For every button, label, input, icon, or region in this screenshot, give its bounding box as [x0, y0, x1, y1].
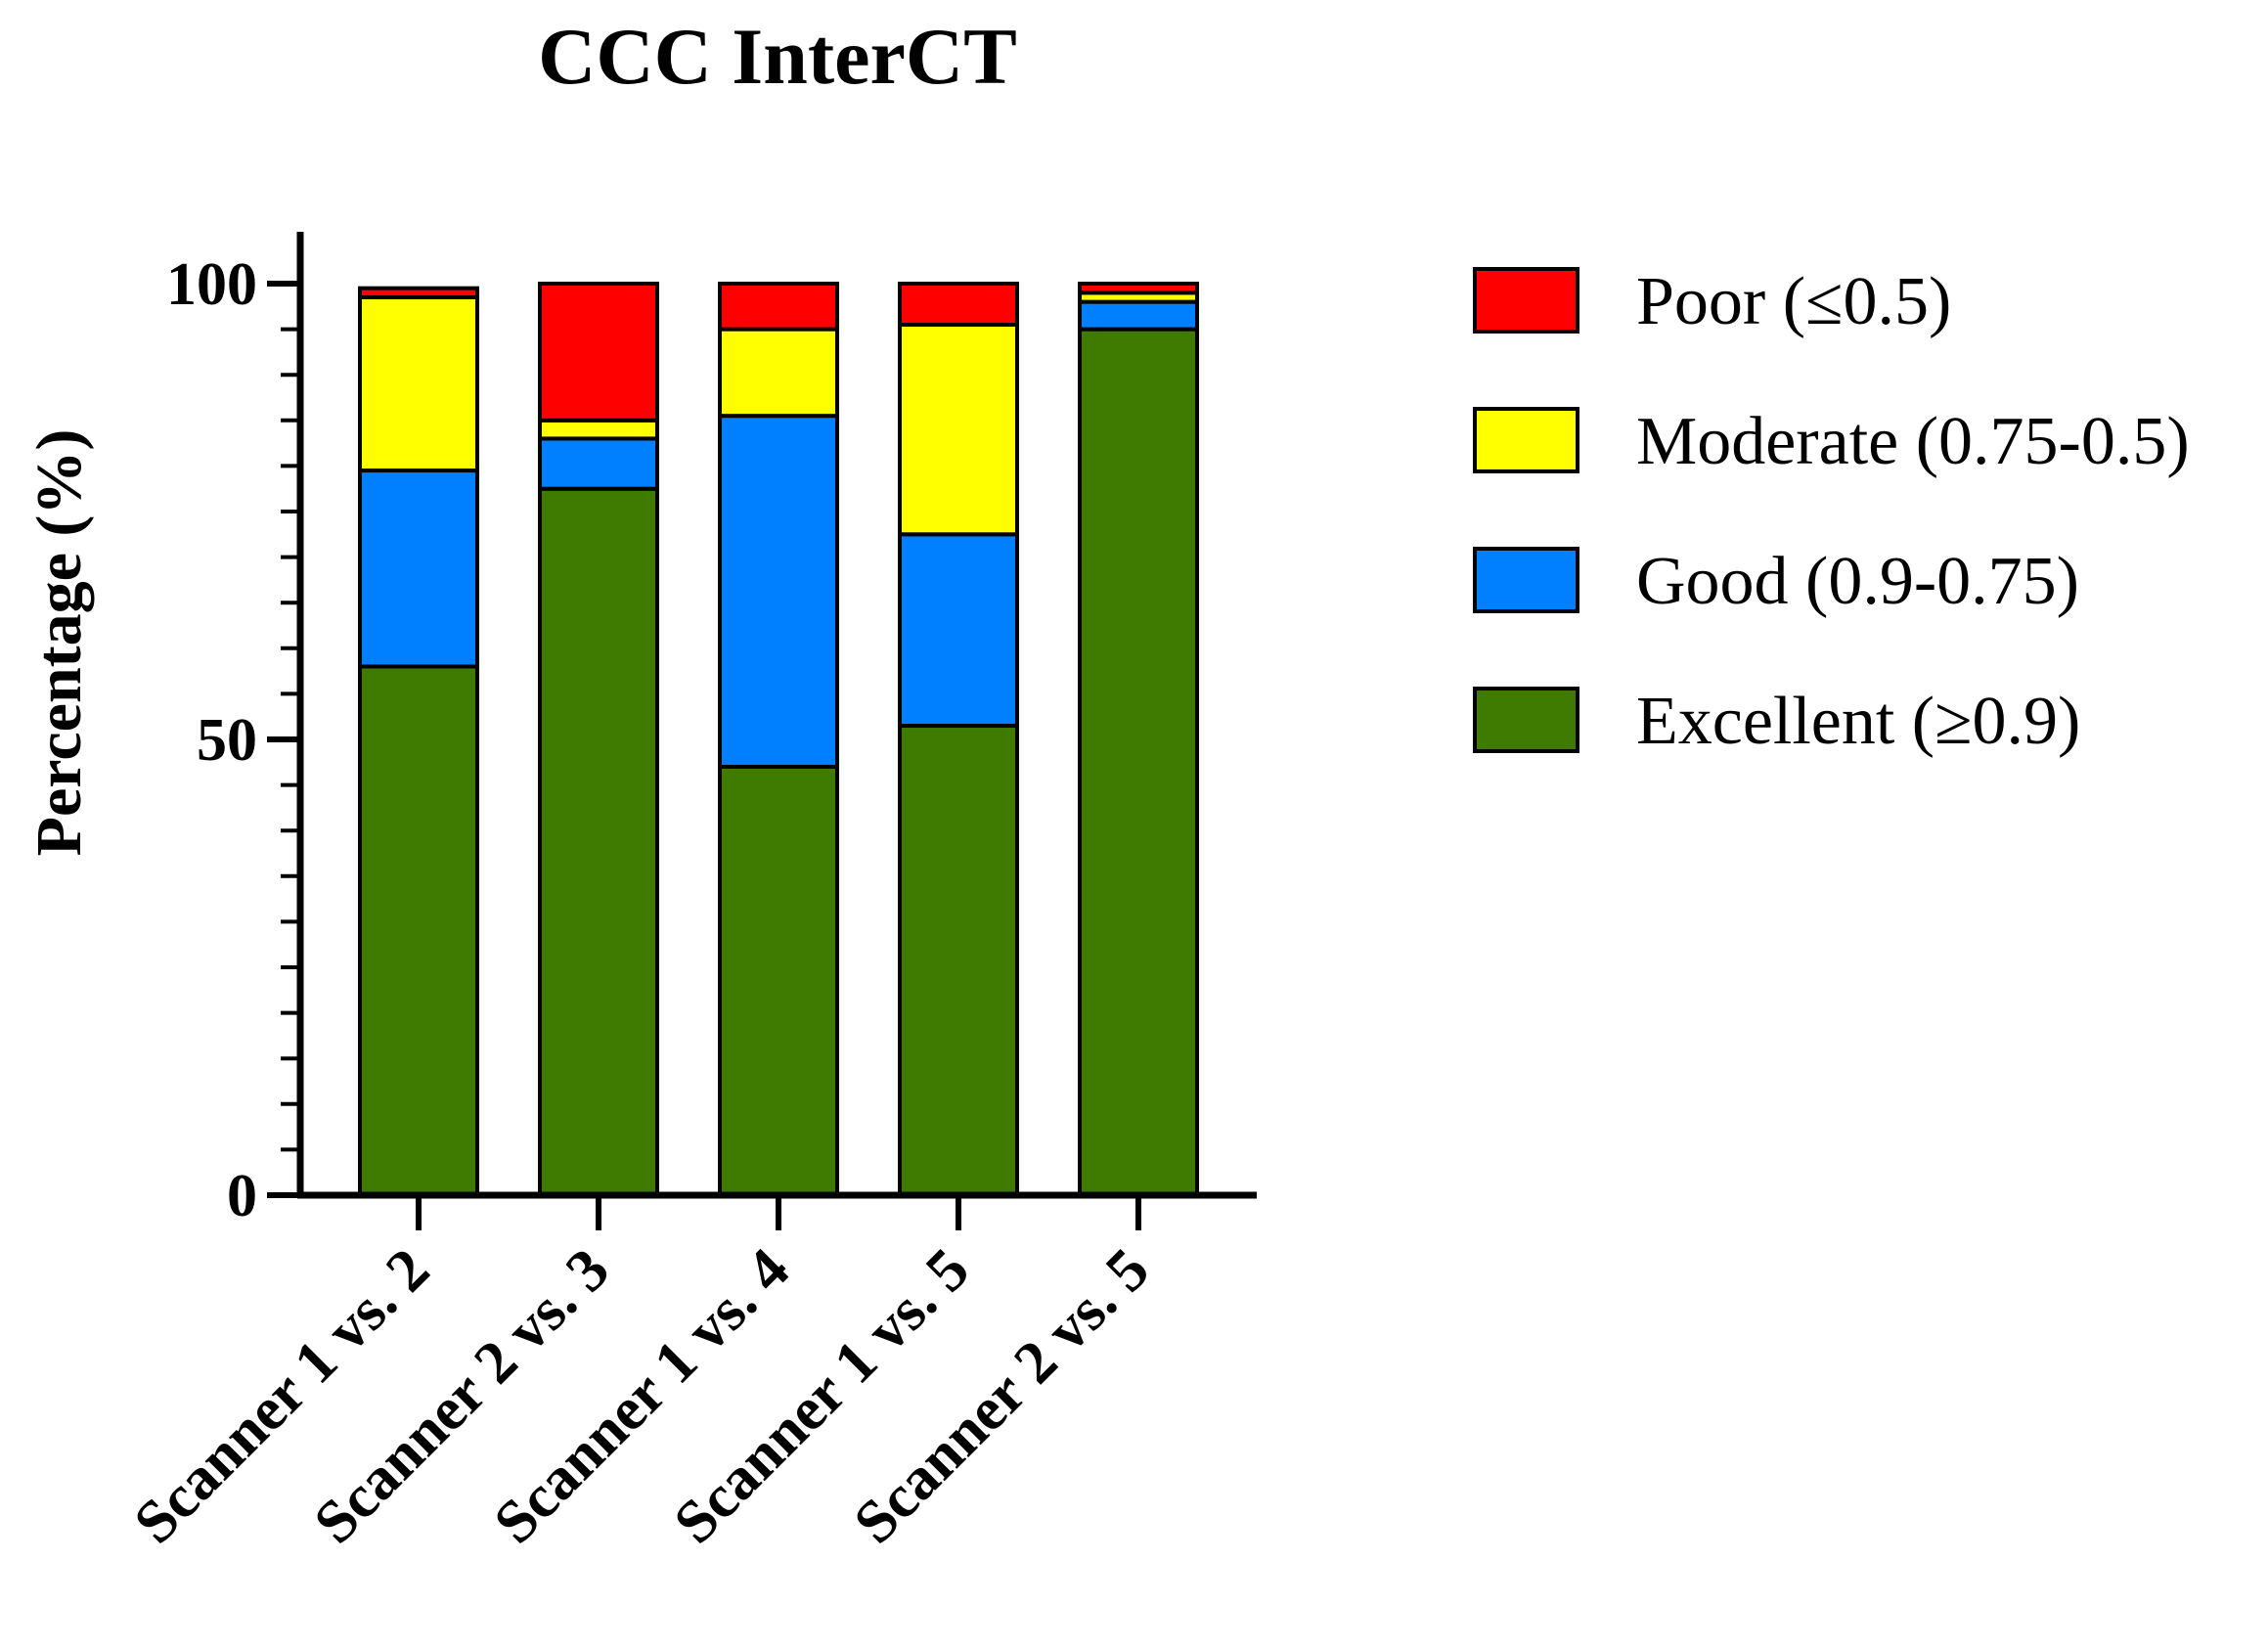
bar-segment-poor-3	[718, 282, 839, 332]
legend-label-poor: Poor (≤0.5)	[1636, 264, 1951, 339]
bar-segment-poor-2	[538, 282, 659, 423]
legend-swatch-poor	[1473, 267, 1579, 334]
axes-group: 0 50 100	[166, 232, 1257, 1230]
legend-label-moderate: Moderate (0.75-0.5)	[1636, 404, 2190, 479]
y-tick-label: 50	[197, 707, 257, 774]
legend-swatch-excellent	[1473, 687, 1579, 753]
y-tick-label: 0	[227, 1163, 257, 1229]
y-tick-label: 100	[166, 251, 257, 318]
legend-swatch-good	[1473, 547, 1579, 613]
legend-swatch-moderate	[1473, 407, 1579, 473]
chart-title: CCC InterCT	[538, 12, 1017, 101]
legend-label-good: Good (0.9-0.75)	[1636, 544, 2079, 619]
bar-segment-excellent-3	[718, 764, 839, 1198]
bar-segment-excellent-1	[358, 664, 479, 1197]
bar-segment-good-2	[538, 436, 659, 491]
legend: Poor (≤0.5) Moderate (0.75-0.5) Good (0.9-…	[1473, 264, 2190, 759]
y-axis-label: Percentage (%)	[23, 429, 95, 857]
bar-group	[358, 282, 1199, 1198]
bar-segment-moderate-4	[898, 322, 1019, 537]
bar-segment-excellent-2	[538, 486, 659, 1197]
bar-segment-moderate-1	[358, 294, 479, 473]
bar-segment-poor-1	[358, 286, 479, 299]
bar-segment-moderate-2	[538, 418, 659, 441]
bar-segment-moderate-3	[718, 327, 839, 419]
bar-segment-excellent-4	[898, 724, 1019, 1198]
bar-segment-good-1	[358, 468, 479, 669]
bar-segment-poor-5	[1078, 282, 1199, 295]
bar-segment-excellent-5	[1078, 327, 1199, 1198]
bar-segment-good-4	[898, 532, 1019, 729]
legend-label-excellent: Excellent (≥0.9)	[1636, 684, 2080, 759]
bar-segment-good-5	[1078, 299, 1199, 332]
bar-segment-poor-4	[898, 282, 1019, 327]
bar-segment-good-3	[718, 414, 839, 769]
